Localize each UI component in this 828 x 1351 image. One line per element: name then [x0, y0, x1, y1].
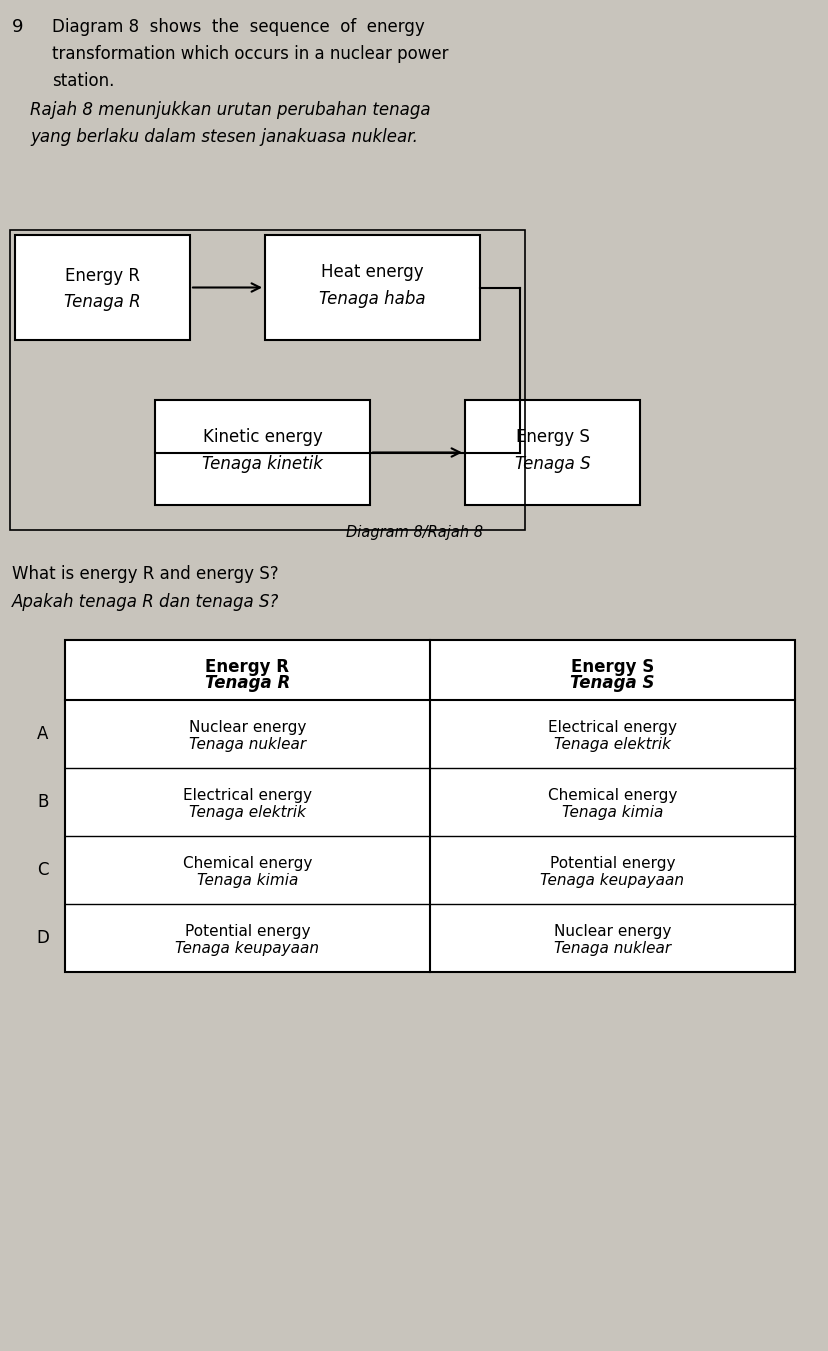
Text: D: D	[36, 929, 50, 947]
Text: Chemical energy: Chemical energy	[547, 788, 676, 802]
Text: station.: station.	[52, 72, 114, 91]
Text: Nuclear energy: Nuclear energy	[553, 924, 671, 939]
Text: Heat energy: Heat energy	[320, 263, 423, 281]
Text: Tenaga kimia: Tenaga kimia	[561, 805, 662, 820]
Text: Energy R: Energy R	[205, 658, 289, 676]
Text: C: C	[37, 861, 49, 880]
Text: Tenaga nuklear: Tenaga nuklear	[189, 738, 306, 753]
Text: Tenaga keupayaan: Tenaga keupayaan	[540, 873, 684, 888]
Bar	[265, 235, 479, 340]
Text: Electrical energy: Electrical energy	[183, 788, 311, 802]
Text: Potential energy: Potential energy	[185, 924, 310, 939]
Text: Tenaga R: Tenaga R	[205, 674, 290, 692]
Text: 9: 9	[12, 18, 23, 36]
Text: Tenaga S: Tenaga S	[570, 674, 654, 692]
Bar	[65, 640, 794, 971]
Text: Energy S: Energy S	[515, 428, 589, 446]
Text: Energy S: Energy S	[570, 658, 653, 676]
Text: Tenaga S: Tenaga S	[514, 455, 590, 473]
Text: Tenaga keupayaan: Tenaga keupayaan	[176, 942, 319, 957]
Text: Potential energy: Potential energy	[549, 857, 675, 871]
Text: Tenaga R: Tenaga R	[64, 293, 141, 311]
Text: A: A	[37, 725, 49, 743]
Text: Kinetic energy: Kinetic energy	[202, 428, 322, 446]
Text: Nuclear energy: Nuclear energy	[189, 720, 306, 735]
Text: What is energy R and energy S?: What is energy R and energy S?	[12, 565, 278, 584]
Text: Tenaga kinetik: Tenaga kinetik	[202, 455, 323, 473]
Text: Electrical energy: Electrical energy	[547, 720, 676, 735]
Bar	[10, 230, 524, 530]
Text: B: B	[37, 793, 49, 811]
Text: Diagram 8/Rajah 8: Diagram 8/Rajah 8	[345, 526, 483, 540]
Bar	[155, 400, 369, 505]
Text: Tenaga kimia: Tenaga kimia	[196, 873, 298, 888]
Text: Tenaga nuklear: Tenaga nuklear	[553, 942, 670, 957]
Text: Tenaga haba: Tenaga haba	[319, 290, 426, 308]
Text: Tenaga elektrik: Tenaga elektrik	[189, 805, 306, 820]
Text: Tenaga elektrik: Tenaga elektrik	[553, 738, 670, 753]
Bar	[15, 235, 190, 340]
Text: Diagram 8  shows  the  sequence  of  energy: Diagram 8 shows the sequence of energy	[52, 18, 424, 36]
Text: Energy R: Energy R	[65, 267, 140, 285]
Text: Apakah tenaga R dan tenaga S?: Apakah tenaga R dan tenaga S?	[12, 593, 279, 611]
Bar	[465, 400, 639, 505]
Text: yang berlaku dalam stesen janakuasa nuklear.: yang berlaku dalam stesen janakuasa nukl…	[30, 128, 417, 146]
Text: transformation which occurs in a nuclear power: transformation which occurs in a nuclear…	[52, 45, 448, 63]
Text: Chemical energy: Chemical energy	[183, 857, 312, 871]
Text: Rajah 8 menunjukkan urutan perubahan tenaga: Rajah 8 menunjukkan urutan perubahan ten…	[30, 101, 430, 119]
